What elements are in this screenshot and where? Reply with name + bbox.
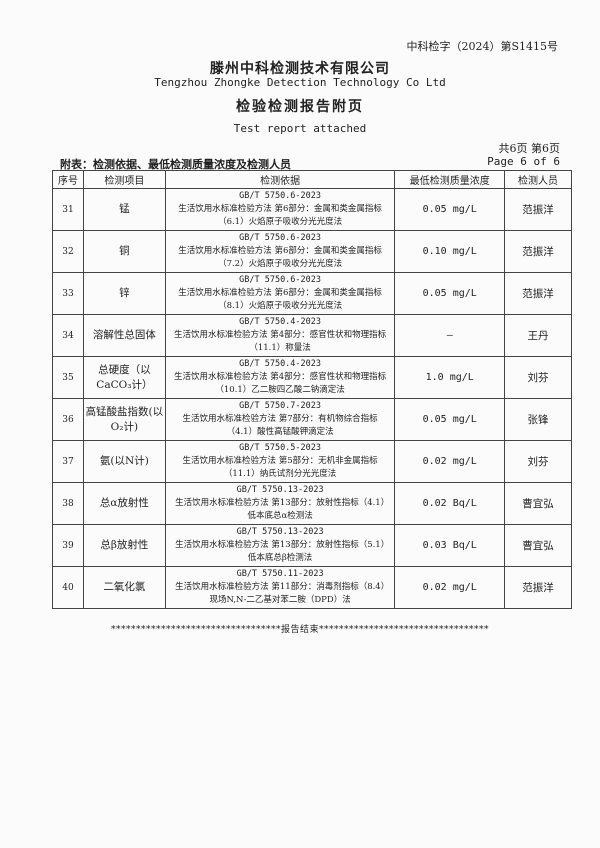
min-concentration: — bbox=[394, 314, 506, 357]
test-item: 总α放射性 bbox=[82, 482, 166, 525]
table-row: 40 二氧化氯 GB/T 5750.11-2023 生活饮用水标准检验方法 第11部分… bbox=[52, 566, 572, 609]
tester: 曹宜弘 bbox=[504, 482, 572, 525]
row-number: 38 bbox=[52, 482, 84, 525]
table-row: 37 氨(以N计) GB/T 5750.5-2023 生活饮用水标准检验方法 第5部分… bbox=[52, 440, 572, 483]
test-basis: GB/T 5750.11-2023 生活饮用水标准检验方法 第11部分：消毒剂指标… bbox=[164, 566, 396, 609]
test-item: 氨(以N计) bbox=[82, 440, 166, 483]
company-name: 滕州中科检测技术有限公司 bbox=[210, 61, 390, 77]
table-row: 39 总β放射性 GB/T 5750.13-2023 生活饮用水标准检验方法 第13部… bbox=[52, 524, 572, 567]
min-concentration: 0.05 mg/L bbox=[394, 398, 506, 441]
table-row: 32 铜 GB/T 5750.6-2023 生活饮用水标准检验方法 第6部分：金属和类… bbox=[52, 230, 572, 273]
method-description: 生活饮用水标准检验方法 第6部分：金属和类金属指标（8.1）火焰原子吸收分光光度… bbox=[178, 288, 382, 311]
table-row: 36 高锰酸盐指数(以O₂计) GB/T 5750.7-2023 生活饮用水标准检验方… bbox=[52, 398, 572, 441]
min-concentration: 0.10 mg/L bbox=[394, 230, 506, 273]
tester: 曹宜弘 bbox=[504, 524, 572, 567]
standard-code: GB/T 5750.6-2023 bbox=[239, 191, 322, 201]
test-item: 总β放射性 bbox=[82, 524, 166, 567]
standard-code: GB/T 5750.5-2023 bbox=[239, 443, 322, 453]
test-basis: GB/T 5750.6-2023 生活饮用水标准检验方法 第6部分：金属和类金属指… bbox=[164, 272, 396, 315]
header-tester: 检测人员 bbox=[504, 170, 572, 189]
min-concentration: 0.02 mg/L bbox=[394, 440, 506, 483]
method-description: 生活饮用水标准检验方法 第13部分：放射性指标（5.1）低本底总β检测法 bbox=[175, 540, 385, 563]
table-caption: 附表：检测依据、最低检测质量浓度及检测人员 bbox=[60, 158, 291, 171]
page-title-en: Test report attached bbox=[233, 122, 367, 135]
tester: 张锋 bbox=[504, 398, 572, 441]
tester: 刘芬 bbox=[504, 356, 572, 399]
min-concentration: 0.05 mg/L bbox=[394, 188, 506, 231]
header-no: 序号 bbox=[52, 170, 84, 189]
row-number: 31 bbox=[52, 188, 84, 231]
standard-code: GB/T 5750.4-2023 bbox=[239, 317, 322, 327]
table-row: 35 总硬度（以CaCO₃计） GB/T 5750.4-2023 生活饮用水标准检验方… bbox=[52, 356, 572, 399]
tester: 范振洋 bbox=[504, 272, 572, 315]
table-row: 38 总α放射性 GB/T 5750.13-2023 生活饮用水标准检验方法 第13部… bbox=[52, 482, 572, 525]
test-basis: GB/T 5750.4-2023 生活饮用水标准检验方法 第4部分：感官性状和物理… bbox=[164, 314, 396, 357]
tester: 王丹 bbox=[504, 314, 572, 357]
row-number: 32 bbox=[52, 230, 84, 273]
page-count-cn: 共6页 第6页 bbox=[498, 142, 561, 155]
row-number: 34 bbox=[52, 314, 84, 357]
test-basis: GB/T 5750.5-2023 生活饮用水标准检验方法 第5部分：无机非金属指标… bbox=[164, 440, 396, 483]
min-concentration: 0.03 Bq/L bbox=[394, 524, 506, 567]
test-item: 溶解性总固体 bbox=[82, 314, 166, 357]
test-item: 高锰酸盐指数(以O₂计) bbox=[82, 398, 166, 441]
test-basis: GB/T 5750.6-2023 生活饮用水标准检验方法 第6部分：金属和类金属指… bbox=[164, 188, 396, 231]
page-count-en: Page 6 of 6 bbox=[487, 155, 560, 168]
standard-code: GB/T 5750.13-2023 bbox=[236, 527, 324, 537]
header-basis: 检测依据 bbox=[164, 170, 396, 189]
row-number: 33 bbox=[52, 272, 84, 315]
row-number: 39 bbox=[52, 524, 84, 567]
test-item: 总硬度（以CaCO₃计） bbox=[82, 356, 166, 399]
row-number: 40 bbox=[52, 566, 84, 609]
standard-code: GB/T 5750.6-2023 bbox=[239, 275, 322, 285]
table-row: 34 溶解性总固体 GB/T 5750.4-2023 生活饮用水标准检验方法 第4部分… bbox=[52, 314, 572, 357]
method-description: 生活饮用水标准检验方法 第13部分：放射性指标（4.1）低本底总α检测法 bbox=[175, 498, 385, 521]
row-number: 35 bbox=[52, 356, 84, 399]
tester: 范振洋 bbox=[504, 188, 572, 231]
standard-code: GB/T 5750.7-2023 bbox=[239, 401, 322, 411]
test-basis: GB/T 5750.4-2023 生活饮用水标准检验方法 第4部分：感官性状和物理… bbox=[164, 356, 396, 399]
tester: 刘芬 bbox=[504, 440, 572, 483]
method-description: 生活饮用水标准检验方法 第4部分：感官性状和物理指标（11.1）称量法 bbox=[174, 330, 387, 353]
min-concentration: 0.02 Bq/L bbox=[394, 482, 506, 525]
header-min-concentration: 最低检测质量浓度 bbox=[394, 170, 506, 189]
table-row: 31 锰 GB/T 5750.6-2023 生活饮用水标准检验方法 第6部分：金属和类… bbox=[52, 188, 572, 231]
method-description: 生活饮用水标准检验方法 第7部分：有机物综合指标（4.1）酸性高锰酸钾滴定法 bbox=[182, 414, 378, 437]
tester: 范振洋 bbox=[504, 566, 572, 609]
test-item: 锰 bbox=[82, 188, 166, 231]
page-title: 检验检测报告附页 bbox=[236, 99, 364, 115]
min-concentration: 1.0 mg/L bbox=[394, 356, 506, 399]
header-item: 检测项目 bbox=[82, 170, 166, 189]
row-number: 36 bbox=[52, 398, 84, 441]
standard-code: GB/T 5750.6-2023 bbox=[239, 233, 322, 243]
test-basis-table: 序号 检测项目 检测依据 最低检测质量浓度 检测人员 31 锰 GB/T 5750.… bbox=[52, 170, 572, 609]
report-number: 中科检字（2024）第S1415号 bbox=[406, 40, 558, 53]
method-description: 生活饮用水标准检验方法 第6部分：金属和类金属指标（7.2）火焰原子吸收分光光度… bbox=[178, 246, 382, 269]
row-number: 37 bbox=[52, 440, 84, 483]
table-header-row: 序号 检测项目 检测依据 最低检测质量浓度 检测人员 bbox=[52, 170, 572, 189]
method-description: 生活饮用水标准检验方法 第6部分：金属和类金属指标（6.1）火焰原子吸收分光光度… bbox=[178, 204, 382, 227]
standard-code: GB/T 5750.13-2023 bbox=[236, 485, 324, 495]
test-item: 铜 bbox=[82, 230, 166, 273]
test-basis: GB/T 5750.6-2023 生活饮用水标准检验方法 第6部分：金属和类金属指… bbox=[164, 230, 396, 273]
min-concentration: 0.02 mg/L bbox=[394, 566, 506, 609]
method-description: 生活饮用水标准检验方法 第11部分：消毒剂指标（8.4）现场N,N-二乙基对苯二… bbox=[175, 582, 385, 605]
test-basis: GB/T 5750.13-2023 生活饮用水标准检验方法 第13部分：放射性指标… bbox=[164, 524, 396, 567]
method-description: 生活饮用水标准检验方法 第5部分：无机非金属指标（11.1）纳氏试剂分光光度法 bbox=[182, 456, 378, 479]
test-item: 锌 bbox=[82, 272, 166, 315]
standard-code: GB/T 5750.11-2023 bbox=[236, 569, 324, 579]
tester: 范振洋 bbox=[504, 230, 572, 273]
report-end-line: **********************************报告结束**… bbox=[110, 625, 489, 635]
test-basis: GB/T 5750.7-2023 生活饮用水标准检验方法 第7部分：有机物综合指标… bbox=[164, 398, 396, 441]
company-name-en: Tengzhou Zhongke Detection Technology Co… bbox=[154, 76, 446, 89]
standard-code: GB/T 5750.4-2023 bbox=[239, 359, 322, 369]
test-item: 二氧化氯 bbox=[82, 566, 166, 609]
min-concentration: 0.05 mg/L bbox=[394, 272, 506, 315]
table-row: 33 锌 GB/T 5750.6-2023 生活饮用水标准检验方法 第6部分：金属和类… bbox=[52, 272, 572, 315]
test-basis: GB/T 5750.13-2023 生活饮用水标准检验方法 第13部分：放射性指标… bbox=[164, 482, 396, 525]
method-description: 生活饮用水标准检验方法 第4部分：感官性状和物理指标（10.1）乙二胺四乙酸二钠… bbox=[174, 372, 387, 395]
